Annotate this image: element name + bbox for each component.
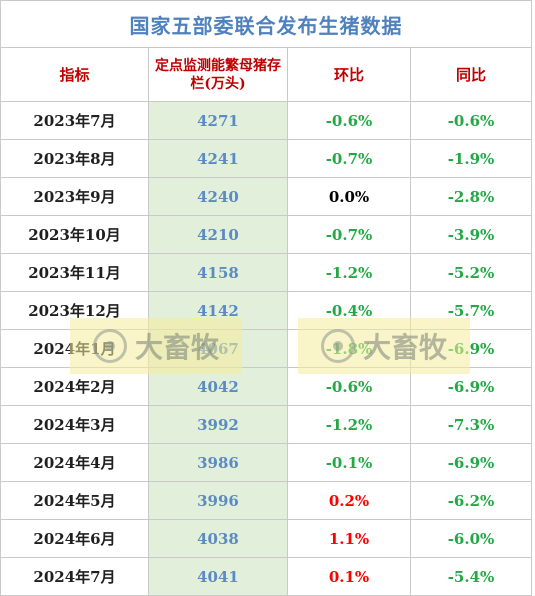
header-row: 指标 定点监测能繁母猪存栏(万头) 环比 同比 [0,47,532,102]
cell-period: 2023年11月 [0,253,149,292]
table-row: 2024年7月 4041 0.1% -5.4% [0,557,532,596]
table-row: 2023年12月 4142 -0.4% -5.7% [0,291,532,330]
cell-period: 2023年10月 [0,215,149,254]
cell-mom: 1.1% [287,519,411,558]
cell-mom: -0.4% [287,291,411,330]
cell-period: 2023年8月 [0,139,149,178]
cell-mom: 0.2% [287,481,411,520]
table-row: 2024年2月 4042 -0.6% -6.9% [0,367,532,406]
cell-stock: 4142 [148,291,288,330]
table-row: 2023年8月 4241 -0.7% -1.9% [0,139,532,178]
header-indicator: 指标 [0,47,149,102]
cell-yoy: -5.4% [410,557,532,596]
cell-yoy: -5.7% [410,291,532,330]
cell-stock: 3996 [148,481,288,520]
cell-mom: -1.8% [287,329,411,368]
table-title: 国家五部委联合发布生猪数据 [0,0,532,48]
cell-mom: -0.7% [287,139,411,178]
cell-period: 2024年6月 [0,519,149,558]
cell-yoy: -6.9% [410,443,532,482]
table-row: 2023年9月 4240 0.0% -2.8% [0,177,532,216]
cell-period: 2023年9月 [0,177,149,216]
table-row: 2024年6月 4038 1.1% -6.0% [0,519,532,558]
cell-mom: -1.2% [287,405,411,444]
cell-stock: 4038 [148,519,288,558]
table-row: 2024年5月 3996 0.2% -6.2% [0,481,532,520]
cell-stock: 3986 [148,443,288,482]
cell-mom: -0.6% [287,367,411,406]
cell-period: 2024年7月 [0,557,149,596]
cell-mom: 0.1% [287,557,411,596]
cell-yoy: -6.9% [410,367,532,406]
cell-yoy: -6.2% [410,481,532,520]
header-mom: 环比 [287,47,411,102]
cell-mom: 0.0% [287,177,411,216]
table-row: 2024年1月 4067 -1.8% -6.9% [0,329,532,368]
table-row: 2023年10月 4210 -0.7% -3.9% [0,215,532,254]
cell-yoy: -6.0% [410,519,532,558]
cell-period: 2024年4月 [0,443,149,482]
cell-mom: -0.6% [287,101,411,140]
cell-stock: 4041 [148,557,288,596]
table-row: 2024年4月 3986 -0.1% -6.9% [0,443,532,482]
cell-mom: -1.2% [287,253,411,292]
cell-stock: 4067 [148,329,288,368]
table-row: 2023年7月 4271 -0.6% -0.6% [0,101,532,140]
cell-yoy: -2.8% [410,177,532,216]
cell-yoy: -5.2% [410,253,532,292]
cell-yoy: -3.9% [410,215,532,254]
cell-period: 2024年2月 [0,367,149,406]
cell-stock: 4271 [148,101,288,140]
table-row: 2024年3月 3992 -1.2% -7.3% [0,405,532,444]
cell-period: 2023年7月 [0,101,149,140]
header-stock: 定点监测能繁母猪存栏(万头) [148,47,288,102]
cell-stock: 4158 [148,253,288,292]
cell-stock: 3992 [148,405,288,444]
cell-stock: 4210 [148,215,288,254]
cell-yoy: -7.3% [410,405,532,444]
cell-mom: -0.1% [287,443,411,482]
cell-stock: 4042 [148,367,288,406]
cell-period: 2023年12月 [0,291,149,330]
title-row: 国家五部委联合发布生猪数据 [0,0,532,48]
cell-yoy: -1.9% [410,139,532,178]
cell-period: 2024年1月 [0,329,149,368]
cell-period: 2024年5月 [0,481,149,520]
header-yoy: 同比 [410,47,532,102]
cell-stock: 4240 [148,177,288,216]
cell-stock: 4241 [148,139,288,178]
cell-mom: -0.7% [287,215,411,254]
cell-period: 2024年3月 [0,405,149,444]
table-row: 2023年11月 4158 -1.2% -5.2% [0,253,532,292]
cell-yoy: -6.9% [410,329,532,368]
cell-yoy: -0.6% [410,101,532,140]
